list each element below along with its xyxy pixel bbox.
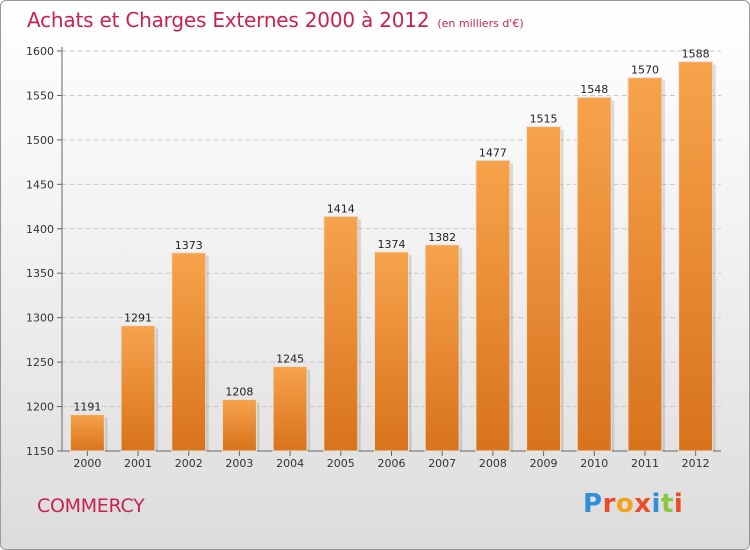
- y-tick-label: 1250: [26, 356, 54, 369]
- logo-letter: t: [660, 489, 674, 519]
- bar: [374, 251, 409, 452]
- y-tick-label: 1300: [26, 312, 54, 325]
- bar-value-label: 1570: [631, 64, 659, 77]
- x-tick-label: 2005: [327, 457, 355, 470]
- y-tick-label: 1400: [26, 223, 54, 236]
- bar: [120, 325, 156, 452]
- bar-value-label: 1414: [327, 202, 355, 215]
- x-tick-label: 2006: [378, 457, 406, 470]
- bar-value-label: 1373: [175, 239, 203, 252]
- x-tick-label: 2003: [225, 457, 253, 470]
- x-tick-label: 2004: [276, 457, 304, 470]
- y-tick-label: 1350: [26, 267, 54, 280]
- y-tick-label: 1550: [26, 89, 54, 102]
- proxiti-logo: Proxiti: [583, 489, 683, 519]
- bar-value-label: 1191: [73, 401, 101, 414]
- x-tick-label: 2000: [73, 457, 101, 470]
- logo-letter: r: [602, 489, 616, 519]
- city-name: COMMERCY: [37, 495, 145, 517]
- y-tick-label: 1200: [26, 401, 54, 414]
- x-tick-label: 2010: [580, 457, 608, 470]
- y-tick-label: 1150: [26, 445, 54, 458]
- logo-letter: x: [634, 489, 652, 519]
- x-tick-labels: 2000 2001 2002 2003 2004 2005 2006 2007 2008 2009…: [73, 451, 710, 470]
- bar-value-label: 1374: [378, 238, 406, 251]
- bar-value-label: 1548: [580, 83, 608, 96]
- x-tick-label: 2009: [530, 457, 558, 470]
- x-tick-label: 2012: [682, 457, 710, 470]
- x-tick-label: 2002: [175, 457, 203, 470]
- x-tick-label: 2007: [428, 457, 456, 470]
- bar-value-label: 1291: [124, 312, 152, 325]
- bar: [678, 61, 714, 452]
- value-labels: 1191 1291 1373 1208 1245 1414 1374 1382 1477 1515…: [73, 48, 709, 414]
- chart-title-text: Achats et Charges Externes 2000 à 2012: [27, 8, 430, 32]
- bar-value-label: 1588: [682, 48, 710, 61]
- chart-title: Achats et Charges Externes 2000 à 2012 (e…: [27, 8, 524, 32]
- bar: [69, 414, 105, 452]
- x-tick-label: 2011: [631, 457, 659, 470]
- bar: [576, 96, 612, 452]
- logo-letter: i: [651, 489, 661, 519]
- y-tick-label: 1500: [26, 134, 54, 147]
- x-tick-label: 2008: [479, 457, 507, 470]
- bar: [475, 159, 511, 452]
- bar: [424, 244, 460, 452]
- bar-value-label: 1245: [276, 353, 304, 366]
- logo-letter: o: [615, 489, 635, 519]
- bar-value-label: 1515: [530, 113, 558, 126]
- bar-value-label: 1208: [225, 385, 253, 398]
- bar: [171, 252, 207, 452]
- bars: [69, 61, 716, 452]
- bar: [627, 77, 663, 452]
- logo-letter: P: [583, 489, 603, 519]
- y-tick-label: 1600: [26, 45, 54, 58]
- bar: [272, 366, 308, 452]
- logo-letter: i: [673, 489, 684, 519]
- bar-value-label: 1477: [479, 146, 507, 159]
- bar-value-label: 1382: [428, 231, 456, 244]
- bar: [221, 398, 257, 452]
- x-tick-label: 2001: [124, 457, 152, 470]
- bar: [323, 215, 359, 452]
- y-tick-label: 1450: [26, 178, 54, 191]
- bar: [526, 126, 562, 452]
- y-tick-labels: 1150 1200 1250 1300 1350 1400 1450 1500 1550 1600: [26, 45, 54, 458]
- chart-subtitle: (en milliers d'€): [437, 17, 524, 30]
